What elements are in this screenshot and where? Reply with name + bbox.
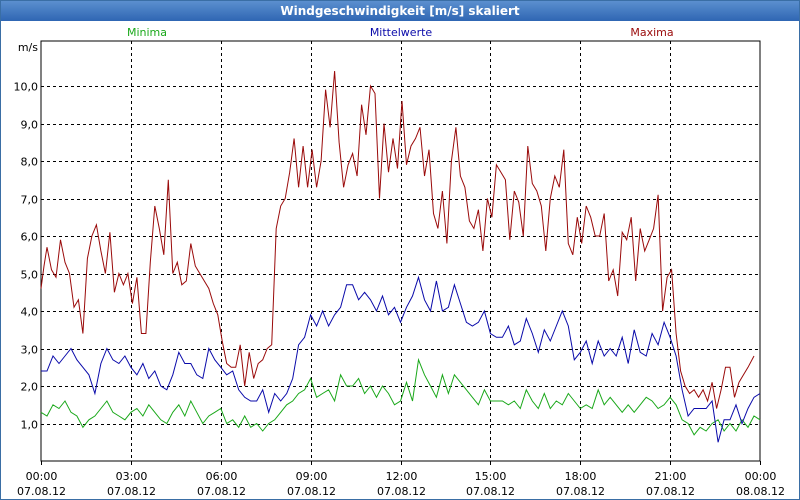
x-tick-time: 06:00 <box>206 470 238 483</box>
x-tick-date: 07.08.12 <box>646 485 695 498</box>
legend-maxima: Maxima <box>630 26 673 39</box>
x-tick-time: 15:00 <box>475 470 507 483</box>
y-axis-label: m/s <box>18 41 38 54</box>
x-tick-date: 07.08.12 <box>17 485 66 498</box>
legend-mittel: Mittelwerte <box>370 26 433 39</box>
x-tick-date: 07.08.12 <box>107 485 156 498</box>
y-tick-label: 5,0 <box>21 269 39 282</box>
y-tick-label: 9,0 <box>21 119 39 132</box>
x-tick-date: 07.08.12 <box>466 485 515 498</box>
x-tick-time: 03:00 <box>116 470 148 483</box>
chart-title: Windgeschwindigkeit [m/s] skaliert <box>1 1 799 21</box>
y-tick-label: 10,0 <box>14 81 39 94</box>
x-tick-date: 07.08.12 <box>556 485 605 498</box>
x-tick-time: 12:00 <box>386 470 418 483</box>
y-tick-label: 3,0 <box>21 344 39 357</box>
plot-area <box>40 40 761 462</box>
x-tick-date: 07.08.12 <box>287 485 336 498</box>
series-line-minima <box>40 357 761 436</box>
series-line-maxima <box>40 70 755 409</box>
y-tick-label: 6,0 <box>21 231 39 244</box>
x-tick-time: 09:00 <box>296 470 328 483</box>
x-tick-date: 07.08.12 <box>377 485 426 498</box>
y-tick-label: 8,0 <box>21 156 39 169</box>
y-tick-label: 7,0 <box>21 194 39 207</box>
x-tick-time: 00:00 <box>745 470 777 483</box>
x-tick-date: 07.08.12 <box>197 485 246 498</box>
legend-minima: Minima <box>127 26 167 39</box>
x-tick-time: 00:00 <box>26 470 58 483</box>
series-line-mittel <box>41 275 761 443</box>
x-tick-date: 08.08.12 <box>736 485 785 498</box>
x-tick-time: 21:00 <box>655 470 687 483</box>
y-tick-label: 4,0 <box>21 306 39 319</box>
x-tick-time: 18:00 <box>565 470 597 483</box>
y-tick-label: 1,0 <box>21 419 39 432</box>
y-tick-label: 2,0 <box>21 381 39 394</box>
